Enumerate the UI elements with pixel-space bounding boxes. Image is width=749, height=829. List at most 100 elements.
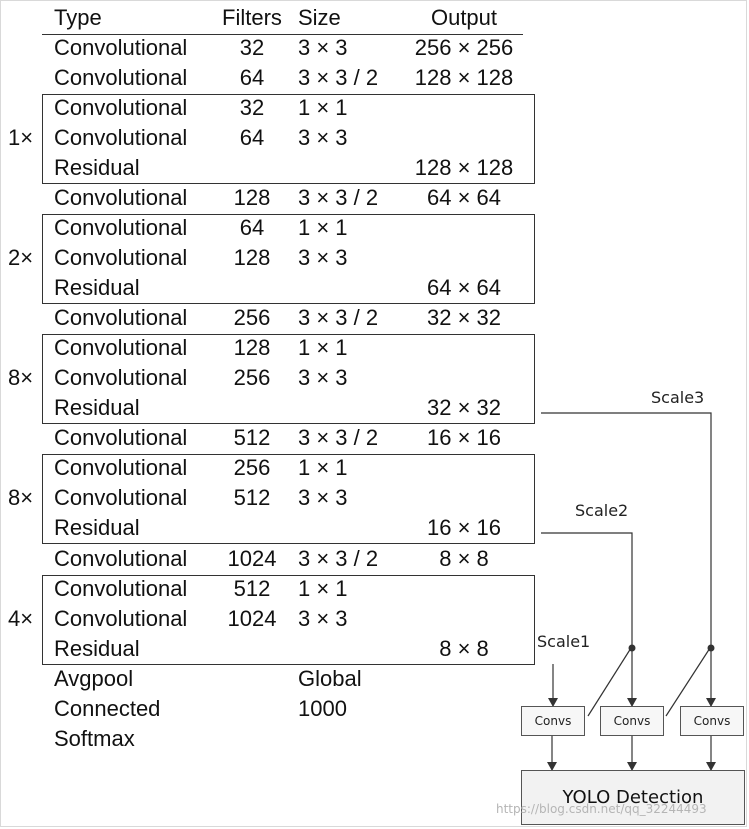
row-14-size: 1 × 1 [298,455,348,480]
block-repeat-count: 2× [8,245,34,270]
scale1-label: Scale1 [537,632,591,651]
row-11-size: 3 × 3 [298,365,348,390]
row-6-size: 1 × 1 [298,215,348,240]
arrow-detect-1 [547,762,557,771]
row-15-size: 3 × 3 [298,485,348,510]
row-3-type: Convolutional [54,125,188,150]
convs-box-3: Convs [680,706,744,736]
row-22-type: Connected [54,696,161,721]
row-16-type: Residual [54,515,140,540]
row-10-size: 1 × 1 [298,335,348,360]
row-7-size: 3 × 3 [298,245,348,270]
row-17-size: 3 × 3 / 2 [298,546,379,571]
upsample-line-2 [665,647,711,717]
row-22-size: 1000 [298,696,347,721]
residual-block-box [42,575,535,665]
block-repeat-count: 4× [8,606,34,631]
row-1-size: 3 × 3 / 2 [298,65,379,90]
row-9-type: Convolutional [54,305,188,330]
row-9-filters: 256 [233,305,271,330]
scale2-junction-dot [628,644,636,652]
row-7-filters: 128 [233,245,271,270]
row-2-type: Convolutional [54,95,188,120]
row-1-type: Convolutional [54,65,188,90]
row-20-output: 8 × 8 [439,636,489,661]
row-6-filters: 64 [239,215,265,240]
residual-block-box [42,454,535,544]
arrow-scale2 [627,698,637,707]
block-repeat-count: 8× [8,485,34,510]
residual-block-box [42,94,535,184]
row-19-type: Convolutional [54,606,188,631]
row-20-type: Residual [54,636,140,661]
header-size: Size [298,5,341,30]
row-0-output: 256 × 256 [414,35,514,60]
row-3-filters: 64 [239,125,265,150]
residual-block-box [42,214,535,304]
row-0-filters: 32 [239,35,265,60]
row-2-filters: 32 [239,95,265,120]
row-18-filters: 512 [233,576,271,601]
convs-box-1: Convs [521,706,585,736]
arrow-detect-3 [706,762,716,771]
header-rule [42,34,523,35]
header-output: Output [430,5,498,30]
row-5-filters: 128 [233,185,271,210]
row-9-output: 32 × 32 [426,305,501,330]
row-13-output: 16 × 16 [426,425,501,450]
row-3-size: 3 × 3 [298,125,348,150]
row-21-size: Global [298,666,362,691]
row-0-size: 3 × 3 [298,35,348,60]
row-18-size: 1 × 1 [298,576,348,601]
row-10-filters: 128 [233,335,271,360]
row-1-output: 128 × 128 [414,65,514,90]
header-filters: Filters [222,5,282,30]
row-18-type: Convolutional [54,576,188,601]
residual-block-box [42,334,535,424]
watermark: https://blog.csdn.net/qq_32244493 [496,802,707,816]
row-10-type: Convolutional [54,335,188,360]
row-5-type: Convolutional [54,185,188,210]
row-11-type: Convolutional [54,365,188,390]
row-12-type: Residual [54,395,140,420]
row-6-type: Convolutional [54,215,188,240]
row-5-output: 64 × 64 [426,185,501,210]
row-9-size: 3 × 3 / 2 [298,305,379,330]
convs-box-2: Convs [600,706,664,736]
block-repeat-count: 1× [8,125,34,150]
row-8-type: Residual [54,275,140,300]
row-16-output: 16 × 16 [426,515,501,540]
row-14-filters: 256 [233,455,271,480]
scale3-line [541,412,712,706]
row-17-type: Convolutional [54,546,188,571]
row-17-filters: 1024 [227,546,277,571]
row-23-type: Softmax [54,726,135,751]
row-19-size: 3 × 3 [298,606,348,631]
row-11-filters: 256 [233,365,271,390]
row-5-size: 3 × 3 / 2 [298,185,379,210]
block-repeat-count: 8× [8,365,34,390]
row-15-type: Convolutional [54,485,188,510]
row-15-filters: 512 [233,485,271,510]
row-1-filters: 64 [239,65,265,90]
arrow-detect-2 [627,762,637,771]
scale3-junction-dot [707,644,715,652]
header-type: Type [54,5,102,30]
row-4-type: Residual [54,155,140,180]
row-14-type: Convolutional [54,455,188,480]
row-7-type: Convolutional [54,245,188,270]
yolo-detection-box: YOLO Detection [521,770,745,825]
scale3-label: Scale3 [651,388,705,407]
row-17-output: 8 × 8 [439,546,489,571]
row-21-type: Avgpool [54,666,134,691]
row-13-filters: 512 [233,425,271,450]
row-4-output: 128 × 128 [414,155,514,180]
row-0-type: Convolutional [54,35,188,60]
row-2-size: 1 × 1 [298,95,348,120]
upsample-line-1 [587,647,632,717]
arrow-scale3 [706,698,716,707]
row-13-type: Convolutional [54,425,188,450]
scale2-label: Scale2 [575,501,629,520]
